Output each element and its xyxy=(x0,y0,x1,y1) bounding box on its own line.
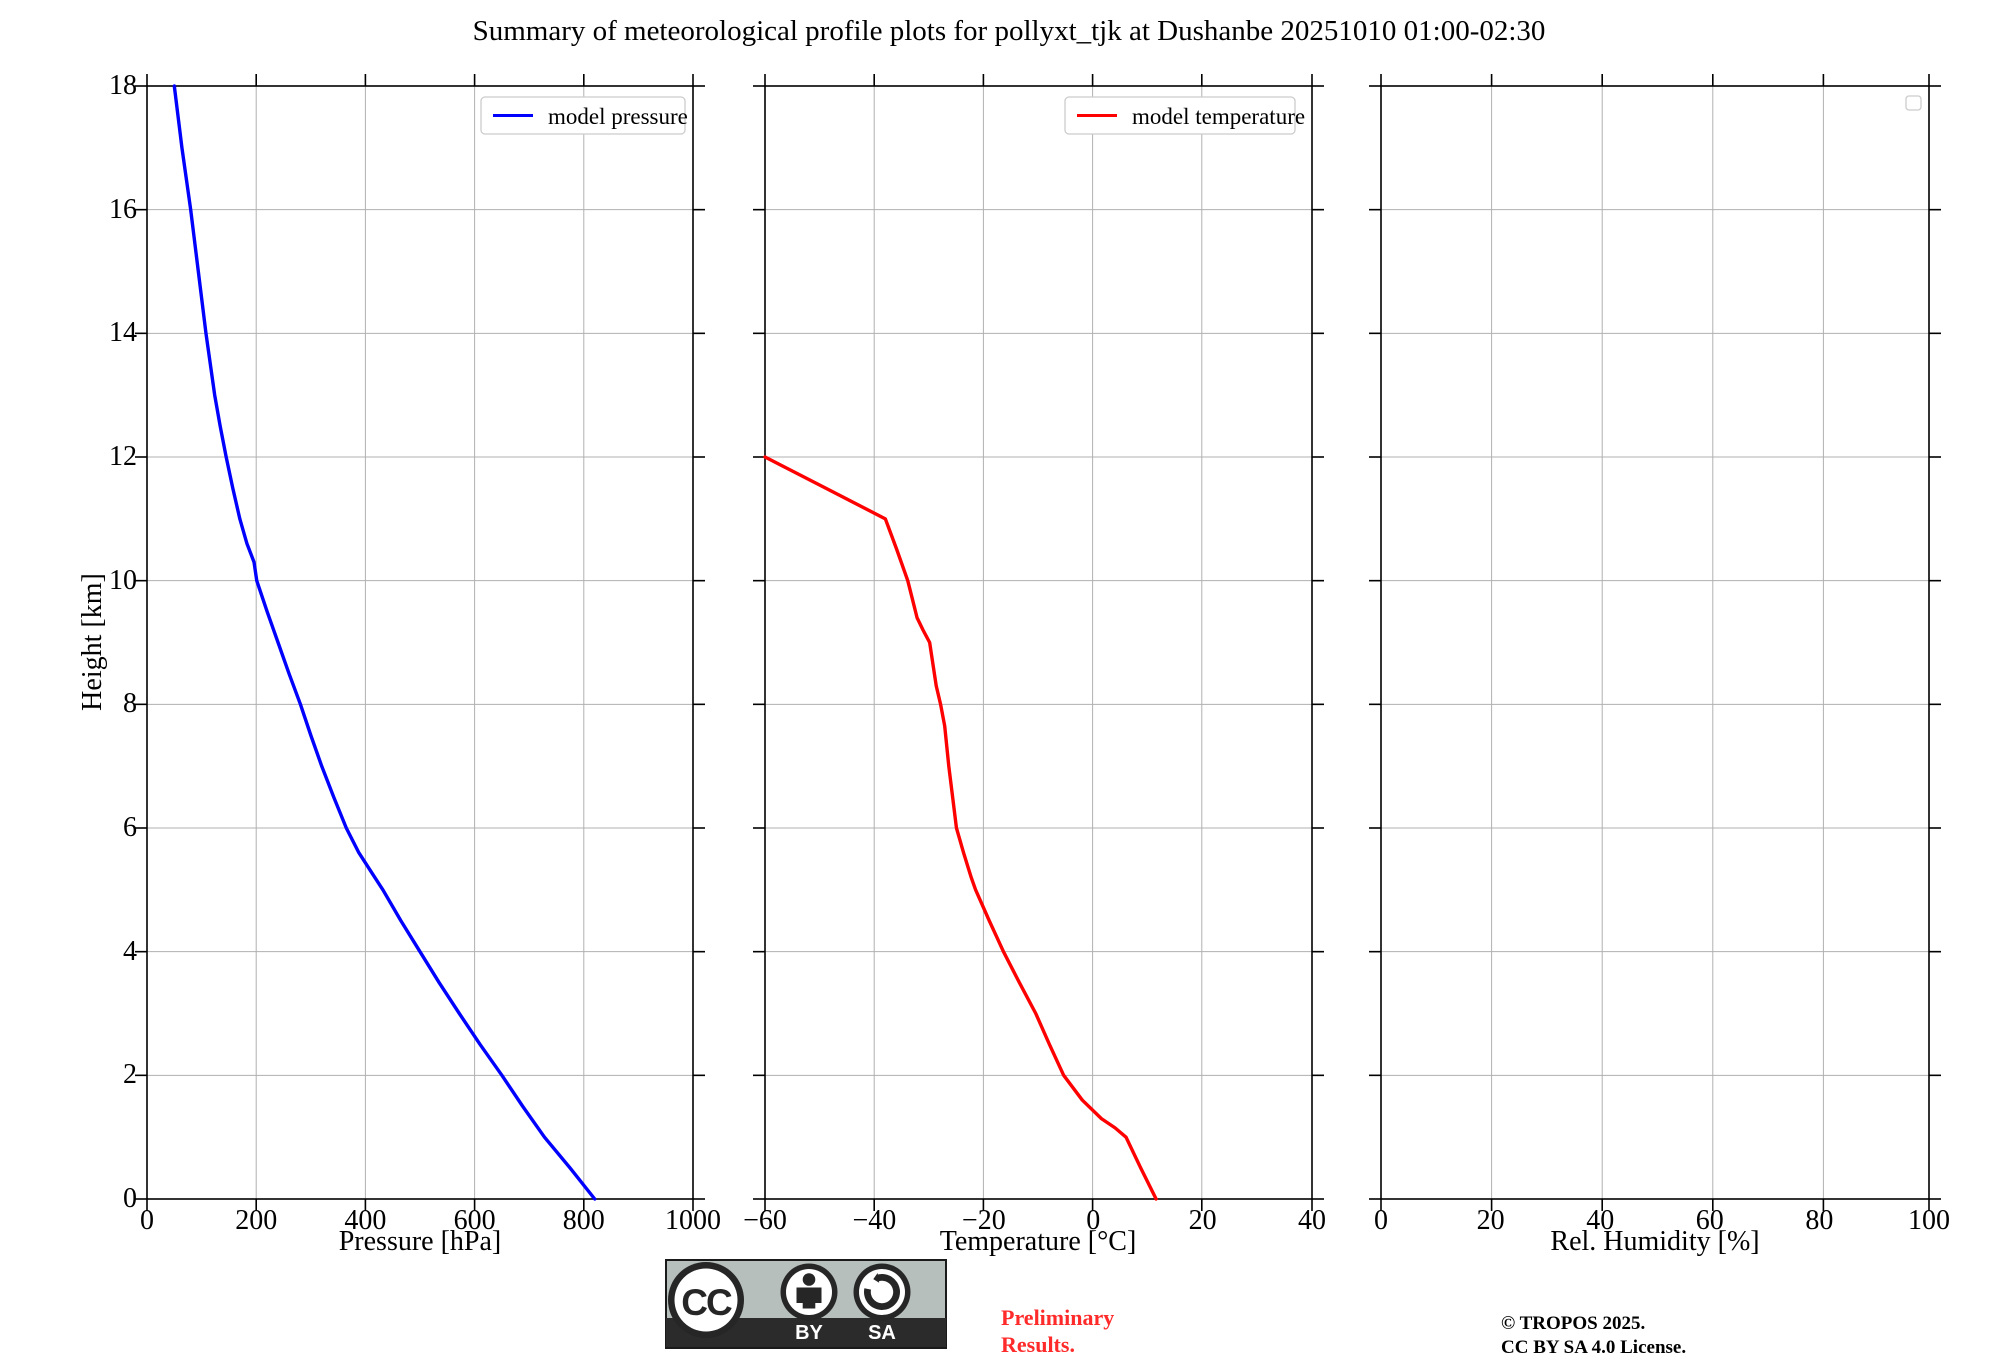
svg-text:CC: CC xyxy=(681,1282,732,1323)
svg-text:BY: BY xyxy=(795,1322,823,1344)
svg-text:SA: SA xyxy=(868,1322,896,1344)
